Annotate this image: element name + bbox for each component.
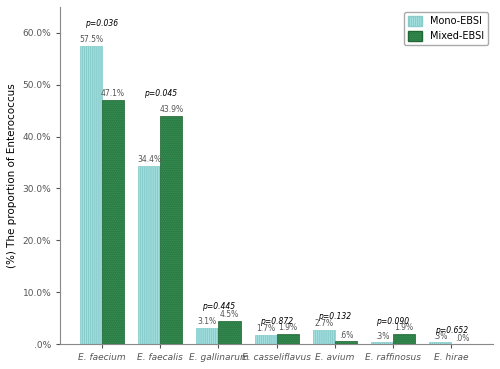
Text: p=0.045: p=0.045 [144,89,177,98]
Text: p=0.872: p=0.872 [260,317,293,327]
Bar [254,335,276,344]
Bar [276,334,299,344]
Bar [335,341,357,344]
Text: 3.1%: 3.1% [198,317,217,326]
Bar [160,116,182,344]
Text: 34.4%: 34.4% [137,155,162,163]
Text: .3%: .3% [433,332,448,341]
Text: 1.9%: 1.9% [394,323,413,332]
Text: p=0.132: p=0.132 [318,312,352,321]
Bar [218,321,240,344]
Text: 47.1%: 47.1% [101,89,125,98]
Text: 57.5%: 57.5% [79,35,103,44]
Text: 1.9%: 1.9% [278,323,297,332]
Text: .3%: .3% [375,332,389,341]
Text: 4.5%: 4.5% [220,310,239,318]
Bar [313,330,335,344]
Legend: Mono-EBSI, Mixed-EBSI: Mono-EBSI, Mixed-EBSI [404,12,488,45]
Text: p=0.652: p=0.652 [434,326,468,335]
Bar [138,166,160,344]
Text: .6%: .6% [338,331,353,340]
Text: p=0.036: p=0.036 [86,19,118,28]
Bar [102,100,124,344]
Bar [80,46,102,344]
Bar [429,342,452,344]
Text: .0%: .0% [455,334,469,343]
Text: 2.7%: 2.7% [314,319,334,328]
Bar [371,342,393,344]
Bar [196,328,218,344]
Bar [393,334,415,344]
Y-axis label: (%) The proportion of Enterococcus: (%) The proportion of Enterococcus [7,83,17,268]
Text: 43.9%: 43.9% [160,105,184,114]
Text: p=0.090: p=0.090 [376,317,410,327]
Text: p=0.445: p=0.445 [202,302,235,311]
Text: 1.7%: 1.7% [256,324,275,333]
